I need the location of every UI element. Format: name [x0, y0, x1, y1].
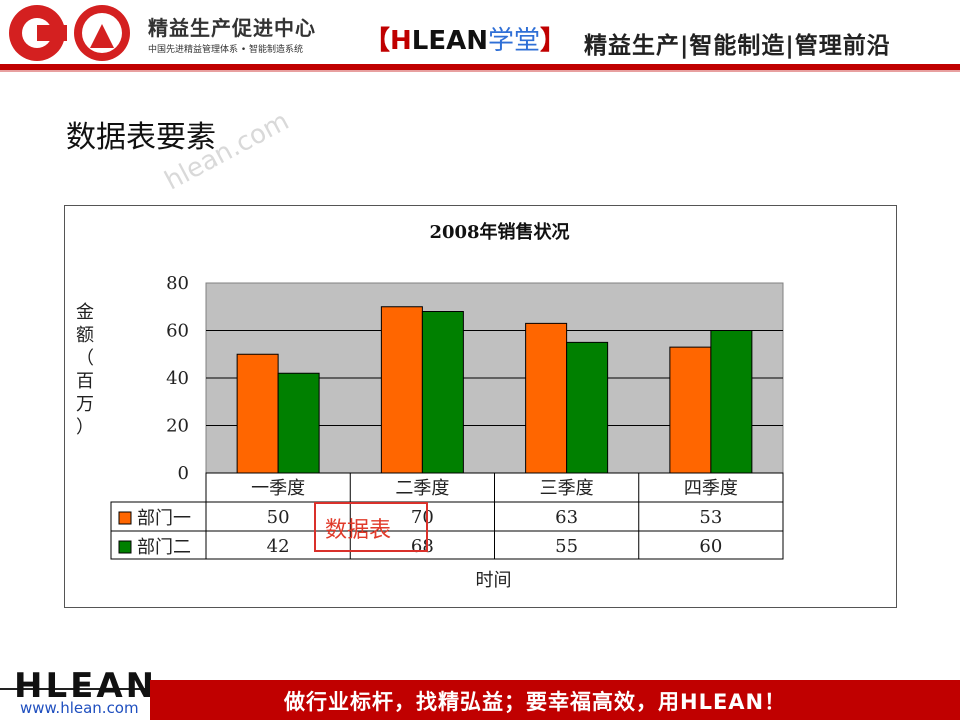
brand-close: 】: [540, 26, 567, 56]
y-tick-label: 80: [166, 273, 189, 294]
footer-bar: [150, 680, 960, 720]
footer-slogan: 做行业标杆，找精弘益；要幸福高效，用HLEAN！: [284, 690, 787, 714]
table-row: [110, 530, 784, 560]
x-tick-label: 二季度: [395, 478, 449, 499]
legend-swatch: [118, 540, 132, 554]
brand-open: 【: [364, 26, 391, 56]
bar-部门二: [710, 330, 753, 474]
logo-subtitle: 中国先进精益管理体系 • 智能制造系统: [148, 45, 304, 55]
header: 精益生产促进中心 中国先进精益管理体系 • 智能制造系统 【HLEAN学堂】 精…: [0, 0, 960, 72]
footer-url[interactable]: www.hlean.com: [20, 699, 139, 717]
data-label: 60: [699, 536, 722, 557]
data-label: 42: [267, 536, 290, 557]
brand-h: H: [390, 26, 412, 56]
footer-logo: HLEAN: [14, 666, 158, 706]
bar-部门一: [525, 322, 568, 474]
bar-部门一: [380, 306, 423, 474]
annotation-label: 数据表: [325, 518, 392, 543]
bar-部门二: [566, 341, 609, 474]
y-tick-label: 0: [178, 463, 189, 484]
header-divider-light: [0, 70, 960, 72]
brand-lean: LEAN: [411, 26, 488, 56]
chart-frame: 2008年销售状况 0 20 40 60 80 金额（百万） 一季度 二季度 三季度 四季度部门一 5…: [64, 205, 897, 608]
data-label: 53: [699, 507, 722, 528]
data-label: 70: [411, 507, 434, 528]
logo-title: 精益生产促进中心: [148, 16, 316, 40]
data-label: 50: [267, 507, 290, 528]
y-axis-label: 金额（百万）: [76, 302, 94, 438]
y-tick-label: 60: [166, 321, 189, 342]
annotation-box: [314, 502, 428, 552]
chart-title: 2008年销售状况: [429, 221, 569, 243]
x-tick-label: 一季度: [251, 478, 305, 499]
legend-label: 部门二: [137, 537, 191, 558]
x-axis-label: 时间: [476, 570, 512, 591]
brand-label: 【HLEAN学堂】: [364, 20, 566, 57]
table-row: [110, 501, 784, 532]
bar-部门一: [236, 353, 279, 474]
footer-divider: [0, 688, 148, 690]
x-tick-label: 三季度: [540, 478, 594, 499]
y-tick-label: 20: [166, 416, 189, 437]
data-label: 63: [555, 507, 578, 528]
bar-部门一: [669, 346, 712, 474]
header-divider: [0, 64, 960, 70]
y-tick-label: 40: [166, 368, 189, 389]
brand-xuetang: 学堂: [488, 26, 541, 56]
data-label: 55: [555, 536, 578, 557]
bar-部门二: [277, 372, 320, 474]
x-tick-label: 四季度: [684, 478, 738, 499]
bar-部门二: [421, 311, 464, 474]
page-title: 数据表要素: [66, 120, 216, 155]
logo-icon: [9, 5, 130, 61]
legend-swatch: [118, 511, 132, 525]
header-tagline: 精益生产|智能制造|管理前沿: [584, 33, 891, 59]
legend-label: 部门一: [137, 508, 191, 529]
